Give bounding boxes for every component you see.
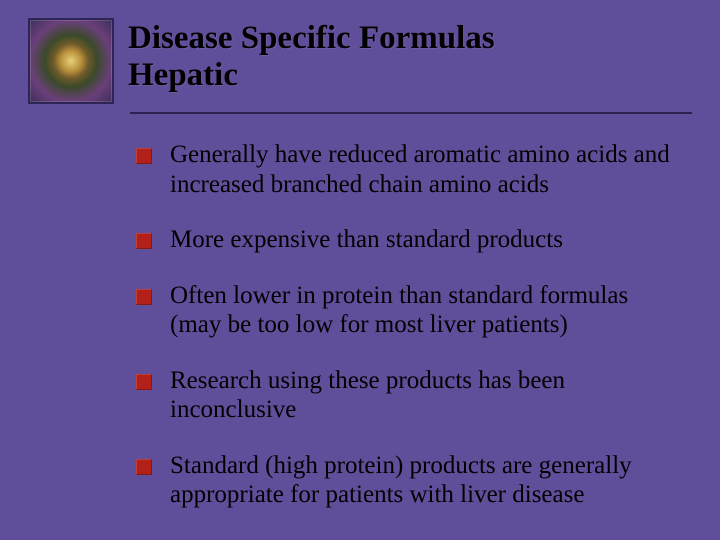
square-bullet-icon [136,148,152,164]
list-item: Research using these products has been i… [136,366,682,425]
title-line-2: Hepatic [128,57,238,93]
square-bullet-icon [136,459,152,475]
slide-header: Disease Specific Formulas Hepatic [28,18,692,104]
bullet-text: Generally have reduced aromatic amino ac… [170,140,682,199]
slide-title: Disease Specific Formulas Hepatic [128,20,692,94]
square-bullet-icon [136,233,152,249]
list-item: Often lower in protein than standard for… [136,281,682,340]
square-bullet-icon [136,374,152,390]
bullet-text: Research using these products has been i… [170,366,682,425]
list-item: Generally have reduced aromatic amino ac… [136,140,682,199]
list-item: Standard (high protein) products are gen… [136,451,682,510]
bullet-text: Often lower in protein than standard for… [170,281,682,340]
bullet-list: Generally have reduced aromatic amino ac… [136,140,682,510]
slide: Disease Specific Formulas Hepatic Genera… [0,0,720,540]
square-bullet-icon [136,289,152,305]
title-wrap: Disease Specific Formulas Hepatic [128,18,692,94]
title-divider [130,112,692,114]
title-line-1: Disease Specific Formulas [128,20,495,56]
bullet-text: Standard (high protein) products are gen… [170,451,682,510]
list-item: More expensive than standard products [136,225,682,255]
bullet-text: More expensive than standard products [170,225,563,255]
decorative-thumbnail [28,18,114,104]
